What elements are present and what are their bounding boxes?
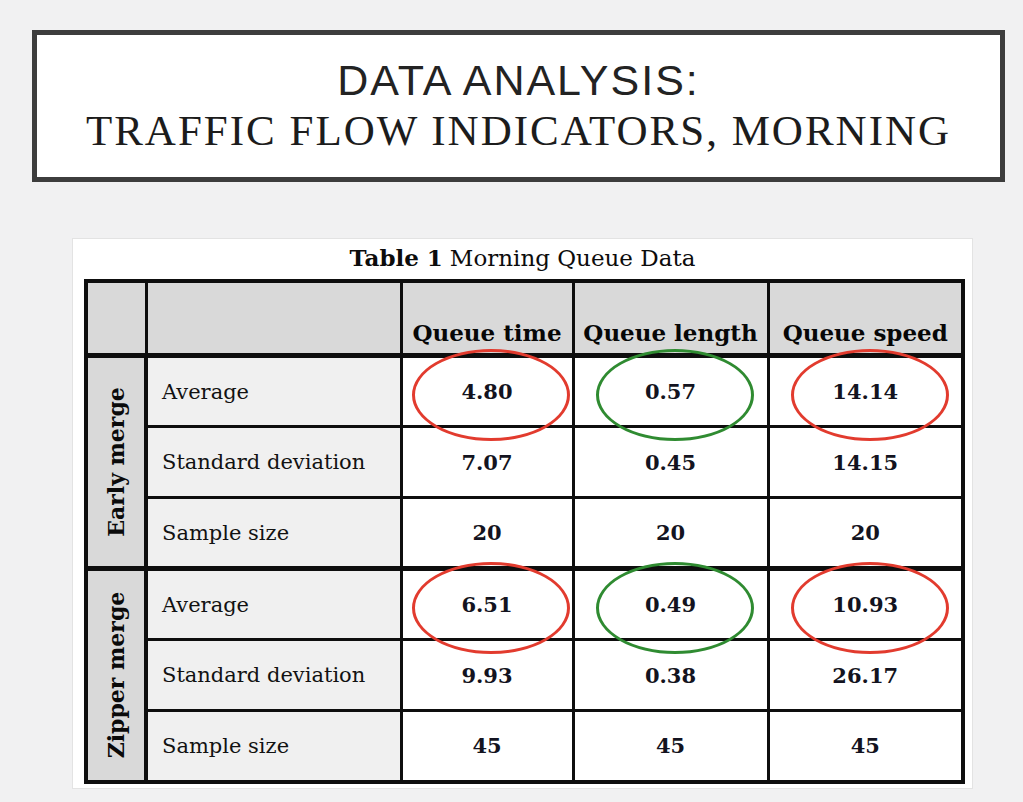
value-cell: 20 [573, 498, 768, 569]
header-row: Queue time Queue length Queue speed [86, 281, 963, 356]
table-caption-number: Table 1 [350, 244, 443, 271]
table-caption: Table 1 Morning Queue Data [73, 244, 972, 271]
value-cell: 26.17 [768, 640, 963, 711]
title-box: DATA ANALYSIS: TRAFFIC FLOW INDICATORS, … [32, 30, 1005, 182]
value-cell: 45 [768, 711, 963, 782]
table-row: Standard deviation 9.93 0.38 26.17 [86, 640, 963, 711]
group-label-text: Early merge [103, 387, 129, 537]
row-label-sample-size: Sample size [146, 498, 401, 569]
slide-page: { "title_box": { "line1": "DATA ANALYSIS… [0, 0, 1023, 802]
table-row: Early merge Average 4.80 0.57 14.14 [86, 356, 963, 427]
morning-queue-data-table: Queue time Queue length Queue speed Earl… [84, 279, 965, 784]
value-cell: 4.80 [401, 356, 573, 427]
row-label-standard-deviation: Standard deviation [146, 640, 401, 711]
value-cell: 14.14 [768, 356, 963, 427]
value-cell: 20 [768, 498, 963, 569]
group-label-zipper-merge: Zipper merge [86, 569, 146, 782]
column-header-queue-length: Queue length [573, 281, 768, 356]
value-cell: 9.93 [401, 640, 573, 711]
table-panel: Table 1 Morning Queue Data Queue time Que… [72, 238, 973, 789]
table-row: Zipper merge Average 6.51 0.49 10.93 [86, 569, 963, 640]
title-line-1: DATA ANALYSIS: [337, 55, 700, 106]
row-label-average: Average [146, 569, 401, 640]
row-label-average: Average [146, 356, 401, 427]
row-label-standard-deviation: Standard deviation [146, 427, 401, 498]
group-label-early-merge: Early merge [86, 356, 146, 569]
column-header-queue-time: Queue time [401, 281, 573, 356]
title-line-2: TRAFFIC FLOW INDICATORS, MORNING [86, 106, 951, 157]
table-row: Standard deviation 7.07 0.45 14.15 [86, 427, 963, 498]
table-row: Sample size 45 45 45 [86, 711, 963, 782]
value-cell: 20 [401, 498, 573, 569]
value-cell: 0.57 [573, 356, 768, 427]
value-cell: 7.07 [401, 427, 573, 498]
column-header-queue-speed: Queue speed [768, 281, 963, 356]
corner-cell-group [86, 281, 146, 356]
value-cell: 0.49 [573, 569, 768, 640]
group-label-text: Zipper merge [103, 592, 129, 759]
value-cell: 6.51 [401, 569, 573, 640]
value-cell: 10.93 [768, 569, 963, 640]
table-row: Sample size 20 20 20 [86, 498, 963, 569]
value-cell: 45 [401, 711, 573, 782]
value-cell: 14.15 [768, 427, 963, 498]
value-cell: 45 [573, 711, 768, 782]
value-cell: 0.38 [573, 640, 768, 711]
value-cell: 0.45 [573, 427, 768, 498]
table-caption-title: Morning Queue Data [450, 245, 696, 271]
row-label-sample-size: Sample size [146, 711, 401, 782]
corner-cell-label [146, 281, 401, 356]
